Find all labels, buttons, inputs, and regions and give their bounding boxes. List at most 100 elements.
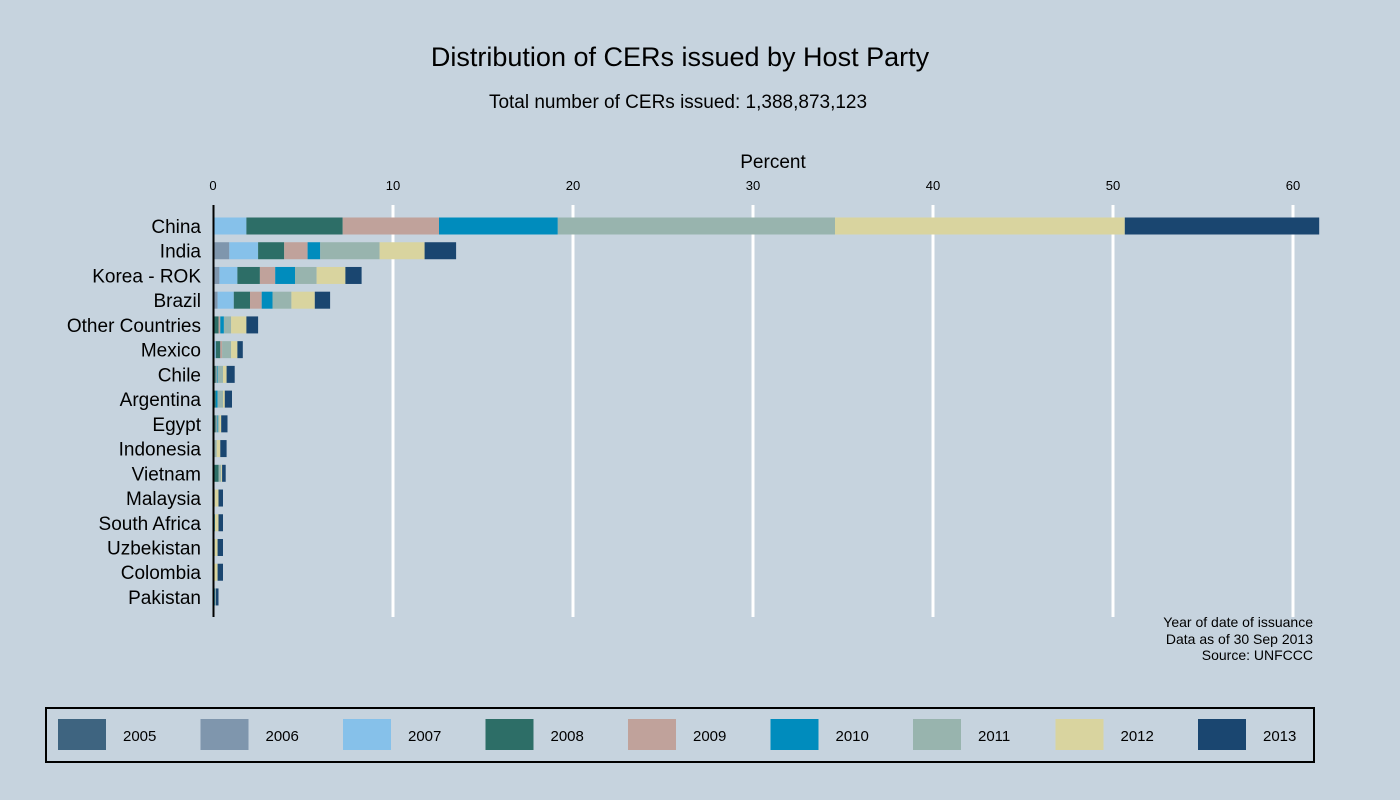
chart-title: Distribution of CERs issued by Host Part… [431, 42, 930, 72]
legend-label: 2011 [978, 728, 1010, 745]
bar-segment-2012 [231, 341, 238, 359]
bar-segment-2013 [345, 266, 362, 284]
category-label: Indonesia [119, 440, 202, 461]
bar-segment-2009 [250, 291, 262, 309]
bar-segment-2013 [222, 464, 226, 482]
bar-segment-2010 [215, 390, 218, 408]
bar-segment-2013 [217, 563, 223, 581]
bar-segment-2008 [214, 316, 219, 334]
legend-swatch [1198, 719, 1246, 750]
bar-segment-2007 [219, 266, 238, 284]
category-label: Malaysia [126, 489, 201, 510]
bar-segment-2012 [231, 316, 247, 334]
legend-label: 2005 [123, 728, 156, 745]
category-label: India [160, 242, 202, 263]
bar-segment-2013 [226, 365, 235, 383]
legend-swatch [628, 719, 676, 750]
bar-segment-2012 [214, 563, 218, 581]
bar-segment-2012 [221, 464, 223, 482]
bar-segment-2012 [214, 489, 219, 507]
legend-label: 2009 [693, 728, 726, 745]
note-line-1: Year of date of issuance [1163, 614, 1313, 630]
bar-segment-2010 [439, 217, 558, 235]
category-label: Korea - ROK [92, 266, 201, 287]
category-label: Brazil [153, 291, 201, 312]
legend-swatch [913, 719, 961, 750]
bar-segment-2012 [379, 242, 425, 260]
bar-segment-2008 [237, 266, 260, 284]
category-label: South Africa [99, 514, 202, 535]
bar-segment-2010 [216, 415, 218, 433]
category-label: Chile [158, 365, 201, 386]
bar-segment-2011 [320, 242, 380, 260]
bar-segment-2012 [291, 291, 315, 309]
category-label: Argentina [120, 390, 202, 411]
category-label: Vietnam [132, 464, 201, 485]
bar-segment-2008 [215, 341, 221, 359]
bar-segment-2013 [215, 588, 219, 606]
bar-segment-2013 [237, 341, 243, 359]
bar-segment-2008 [214, 390, 216, 408]
legend-label: 2008 [551, 728, 584, 745]
category-label: Egypt [152, 415, 201, 436]
bar-segment-2012 [216, 440, 221, 458]
legend-box [45, 707, 1315, 763]
chart-subtitle: Total number of CERs issued: 1,388,873,1… [489, 92, 867, 113]
bar-segment-2013 [218, 489, 223, 507]
bar-segment-2006 [214, 266, 220, 284]
note-line-2: Data as of 30 Sep 2013 [1166, 631, 1313, 647]
bar-segment-2010 [220, 316, 224, 334]
bar-segment-2013 [221, 415, 228, 433]
legend-swatch [1055, 719, 1104, 750]
bar-segment-2012 [835, 217, 1125, 235]
bar-segment-2013 [1124, 217, 1320, 235]
bar-segment-2011 [222, 341, 232, 359]
x-tick-label: 20 [566, 178, 580, 193]
bar-segment-2011 [272, 291, 292, 309]
category-label: Pakistan [128, 588, 201, 609]
legend-swatch [343, 719, 391, 750]
bar-segment-2011 [217, 415, 220, 433]
x-tick-label: 50 [1106, 178, 1120, 193]
bar-segment-2013 [224, 390, 232, 408]
legend-swatch [485, 719, 534, 750]
bar-segment-2010 [261, 291, 273, 309]
x-tick-label: 0 [209, 178, 216, 193]
bar-segment-2011 [557, 217, 835, 235]
bar-segment-2011 [214, 588, 216, 606]
note-line-3: Source: UNFCCC [1202, 647, 1313, 663]
legend-swatch [58, 719, 106, 750]
bar-segment-2011 [295, 266, 317, 284]
bar-segment-2008 [233, 291, 250, 309]
x-tick-label: 10 [386, 178, 400, 193]
category-label: China [151, 217, 201, 238]
bar-segment-2011 [214, 440, 217, 458]
bar-segment-2008 [214, 464, 219, 482]
bar-segment-2012 [223, 365, 227, 383]
bar-segment-2012 [316, 266, 346, 284]
bar-segment-2009 [218, 316, 221, 334]
bar-segment-2013 [217, 538, 223, 556]
legend-label: 2006 [266, 728, 299, 745]
x-tick-label: 30 [746, 178, 760, 193]
x-tick-label: 40 [926, 178, 940, 193]
bar-segment-2009 [342, 217, 439, 235]
bar-segment-2012 [214, 538, 218, 556]
bar-segment-2010 [216, 365, 218, 383]
bar-segment-2009 [215, 365, 217, 383]
bar-segment-2012 [214, 514, 219, 532]
bar-segment-2010 [307, 242, 321, 260]
bar-segment-2007 [214, 217, 247, 235]
bar-segment-2012 [223, 390, 225, 408]
bar-segment-2013 [246, 316, 259, 334]
bar-segment-2008 [214, 365, 216, 383]
bar-segment-2006 [214, 242, 230, 260]
bar-segment-2006 [214, 291, 218, 309]
legend-swatch [200, 719, 249, 750]
bar-segment-2009 [259, 266, 276, 284]
category-label: Other Countries [67, 316, 201, 337]
category-label: Uzbekistan [107, 538, 201, 559]
bar-segment-2012 [219, 415, 222, 433]
bar-segment-2013 [314, 291, 331, 309]
